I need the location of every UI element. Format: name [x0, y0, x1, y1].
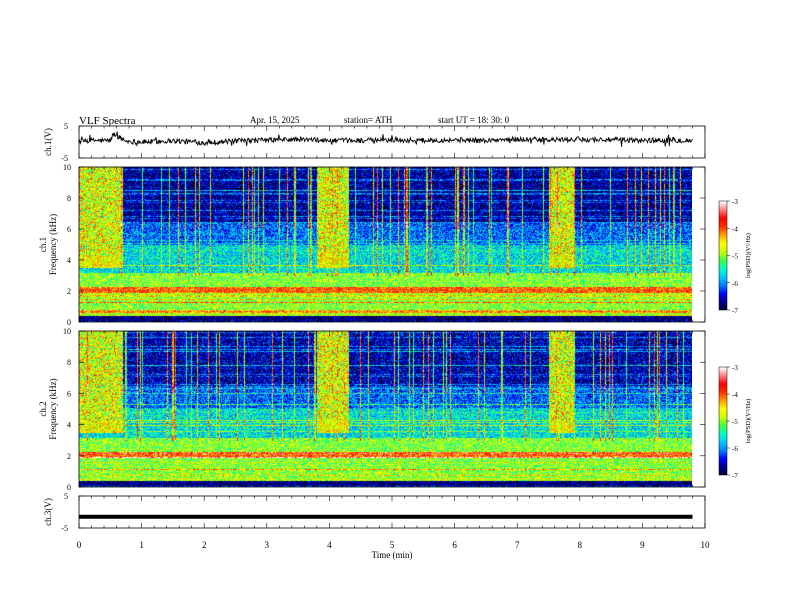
spectrogram-panel-ch2_spectrogram: 0 2 4 6 8 10 ch.2 Frequency (kHz) -3 -4 -5 -6 -7 log(… — [38, 327, 752, 492]
x-tick-label: 8 — [578, 540, 583, 550]
waveform-panel-ch3_waveform: 5 -5 ch.3(V) — [43, 492, 706, 533]
time-axis: 0 1 2 3 4 5 6 7 8 9 10 — [77, 540, 710, 550]
colorbar-tick-label: -5 — [732, 253, 738, 261]
x-tick-label: 4 — [327, 540, 332, 550]
panel-x-ticks — [78, 126, 706, 158]
colorbar-gradient — [719, 201, 727, 310]
waveform-panel-ch1_waveform: 5 -5 ch.1(V) — [43, 122, 706, 163]
spectrogram-image — [79, 167, 692, 322]
colorbar-tick-label: -6 — [732, 445, 738, 453]
figure-title: VLF Spectra — [79, 115, 136, 127]
y-tick-label: 2 — [67, 287, 71, 296]
y-tick-label: 10 — [63, 163, 71, 172]
colorbar-tick-label: -3 — [732, 198, 738, 206]
colorbar-label: log(PSD)(V²/Hz) — [745, 399, 752, 444]
colorbar-tick-label: -3 — [732, 364, 738, 372]
x-tick-label: 0 — [77, 540, 82, 550]
colorbar: -3 -4 -5 -6 -7 log(PSD)(V²/Hz) — [718, 364, 752, 480]
panel-x-ticks — [78, 496, 706, 528]
x-tick-label: 10 — [701, 540, 711, 550]
y-axis-label: Frequency (kHz) — [48, 378, 58, 439]
y-axis-label: ch.1(V) — [43, 128, 53, 156]
colorbar: -3 -4 -5 -6 -7 log(PSD)(V²/Hz) — [718, 198, 752, 315]
x-tick-label: 5 — [390, 540, 395, 550]
y-axis-label: Frequency (kHz) — [48, 214, 58, 275]
y-tick-label: 0 — [67, 318, 71, 327]
colorbar-tick-label: -6 — [732, 280, 738, 288]
y-tick-label: 5 — [64, 122, 68, 131]
colorbar-tick-label: -7 — [732, 307, 738, 315]
colorbar-tick-label: -7 — [732, 472, 738, 480]
panel-x-ticks — [78, 331, 706, 487]
y-tick-label: 10 — [63, 327, 71, 336]
y-tick-label: 8 — [67, 358, 71, 367]
y-tick-label: 4 — [67, 256, 71, 265]
y-axis-channel-label: ch.1 — [38, 237, 48, 252]
station-label: station= ATH — [344, 115, 393, 125]
y-tick-label: 6 — [67, 389, 71, 398]
colorbar-tick-label: -4 — [732, 225, 738, 233]
panel-x-ticks — [78, 167, 706, 322]
panel-frame — [78, 495, 706, 529]
colorbar-gradient — [719, 367, 727, 475]
y-tick-label: 8 — [67, 194, 71, 203]
waveform-line — [78, 131, 693, 148]
spectrogram-panel-ch1_spectrogram: 0 2 4 6 8 10 ch.1 Frequency (kHz) -3 -4 -5 -6 -7 log(… — [38, 163, 752, 327]
y-tick-label: -5 — [61, 154, 68, 163]
x-axis-label: Time (min) — [372, 550, 413, 560]
date-label: Apr. 15, 2025 — [250, 115, 300, 125]
panel-frame — [78, 125, 706, 159]
x-tick-label: 7 — [515, 540, 520, 550]
x-tick-label: 1 — [139, 540, 144, 550]
y-tick-label: 5 — [64, 492, 68, 501]
y-tick-label: 6 — [67, 225, 71, 234]
y-tick-label: -5 — [61, 524, 68, 533]
spectrogram-image — [79, 331, 692, 487]
colorbar-label: log(PSD)(V²/Hz) — [745, 233, 752, 278]
x-tick-label: 9 — [640, 540, 645, 550]
colorbar-tick-label: -4 — [732, 391, 738, 399]
y-tick-label: 2 — [67, 452, 71, 461]
x-tick-label: 6 — [452, 540, 457, 550]
y-axis-channel-label: ch.2 — [38, 401, 48, 416]
colorbar-tick-label: -5 — [732, 418, 738, 426]
x-tick-label: 3 — [265, 540, 270, 550]
y-tick-label: 4 — [67, 421, 71, 430]
start-ut-label: start UT = 18: 30: 0 — [438, 115, 510, 125]
y-tick-label: 0 — [67, 483, 71, 492]
x-tick-label: 2 — [202, 540, 207, 550]
y-axis-label: ch.3(V) — [43, 498, 53, 526]
